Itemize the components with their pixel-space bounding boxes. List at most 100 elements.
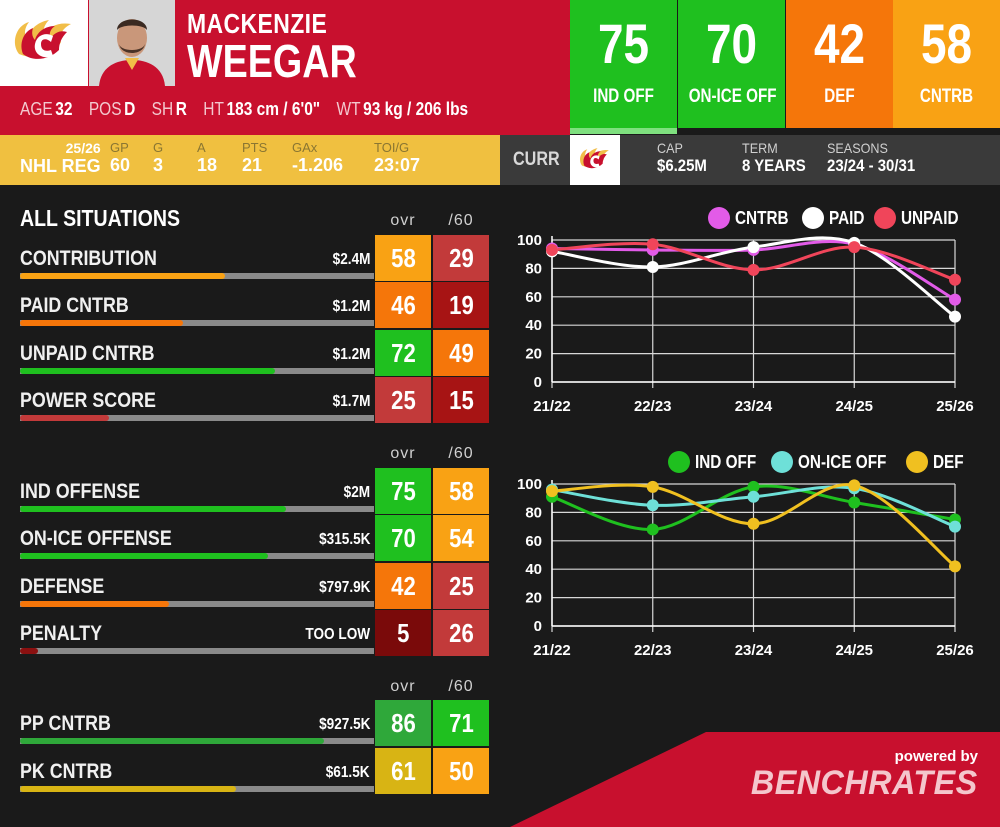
- metric-ovr-score: 75: [375, 468, 431, 514]
- metric-ovr-score: 86: [375, 700, 431, 746]
- grade-tile-ind-off: 75 IND OFF: [570, 0, 677, 128]
- metric-bar-fill: [20, 506, 286, 512]
- legend-item-on-ice-off: ON-ICE OFF: [771, 451, 896, 473]
- contract-bar: CURR CAP $6.25M TERM 8 YEARS SEASONS 23/24 …: [500, 135, 1000, 185]
- data-point-cntrb: [949, 293, 961, 306]
- stat-assists: A 18: [197, 140, 218, 176]
- stat-gp: GP 60: [110, 140, 131, 176]
- metric-row-penalty: PENALTY TOO LOW 5 26: [20, 610, 490, 657]
- metric-row-paid-cntrb: PAID CNTRB $1.2M 46 19: [20, 282, 490, 329]
- league-label: NHL REG: [20, 156, 101, 177]
- metric-row-unpaid-cntrb: UNPAID CNTRB $1.2M 72 49: [20, 330, 490, 377]
- metric-per60-score: 71: [433, 700, 489, 746]
- column-header-per60: /60: [448, 212, 474, 229]
- chart-legend: IND OFF ON-ICE OFF DEF: [668, 451, 964, 473]
- legend-item-paid: PAID: [801, 207, 865, 229]
- metric-label: PENALTY: [20, 622, 102, 645]
- legend-swatch: [801, 207, 824, 229]
- data-point-ind-off: [646, 523, 659, 536]
- y-tick-label: 40: [525, 317, 542, 334]
- metric-label: PP CNTRB: [20, 712, 111, 735]
- metric-dollar-value: $1.2M: [332, 346, 370, 363]
- player-photo: [89, 0, 175, 86]
- bio-height-key: HT: [203, 99, 224, 119]
- data-point-on-ice-off: [949, 520, 961, 533]
- x-tick-label: 21/22: [533, 642, 571, 659]
- metric-row-on-ice-offense: ON-ICE OFFENSE $315.5K 70 54: [20, 515, 490, 562]
- contract-curr-label: CURR: [513, 149, 560, 170]
- metric-ovr-score: 5: [375, 610, 431, 656]
- stat-gax: GAx -1.206: [292, 140, 344, 176]
- metric-label: PAID CNTRB: [20, 294, 129, 317]
- legend-swatch: [668, 451, 690, 473]
- metric-bar-fill: [20, 368, 275, 374]
- bio-age-key: AGE: [20, 99, 53, 119]
- x-tick-label: 22/23: [634, 398, 672, 415]
- y-tick-label: 100: [517, 232, 542, 249]
- legend-swatch: [906, 451, 928, 473]
- x-tick-label: 24/25: [835, 398, 873, 415]
- season-label: 25/26: [65, 140, 101, 156]
- metric-dollar-value: $927.5K: [318, 716, 370, 733]
- data-point-unpaid: [546, 243, 558, 256]
- metric-bar-fill: [20, 273, 226, 279]
- metric-label: UNPAID CNTRB: [20, 342, 155, 365]
- metric-bar-fill: [20, 320, 183, 326]
- metric-label: ON-ICE OFFENSE: [20, 527, 172, 550]
- data-point-ind-off: [747, 480, 760, 493]
- data-point-def: [646, 480, 659, 493]
- metric-ovr-score: 58: [375, 235, 431, 281]
- y-tick-label: 100: [517, 476, 542, 493]
- metric-ovr-score: 46: [375, 282, 431, 328]
- bio-age-value: 32: [55, 99, 73, 119]
- metric-label: CONTRIBUTION: [20, 247, 157, 270]
- player-last-name: WEEGAR: [187, 35, 357, 87]
- data-point-paid: [747, 241, 760, 254]
- column-header-ovr: ovr: [390, 445, 416, 462]
- x-tick-label: 25/26: [936, 398, 974, 415]
- metric-label: IND OFFENSE: [20, 480, 141, 503]
- contract-term: TERM 8 YEARS: [742, 140, 806, 176]
- legend-label: UNPAID: [901, 207, 959, 228]
- season-info: 25/26 NHL REG: [20, 140, 101, 178]
- metric-per60-score: 58: [433, 468, 489, 514]
- grade-underline: [893, 128, 1000, 134]
- x-tick-label: 22/23: [634, 642, 672, 659]
- flaming-c-logo-icon: [580, 148, 609, 169]
- y-tick-label: 0: [534, 618, 542, 635]
- metric-ovr-score: 61: [375, 748, 431, 794]
- bio-weight-key: WT: [336, 99, 361, 119]
- chart-legend: CNTRB PAID UNPAID: [707, 207, 963, 229]
- metric-row-defense: DEFENSE $797.9K 42 25: [20, 563, 490, 610]
- bio-weight-value: 93 kg / 206 lbs: [363, 99, 469, 119]
- data-point-def: [848, 479, 861, 492]
- bio-pos-value: D: [124, 99, 136, 119]
- team-logo: [0, 0, 88, 86]
- contract-team-logo: [570, 135, 620, 185]
- legend-item-def: DEF: [906, 451, 964, 473]
- metric-row-ind-offense: IND OFFENSE $2M 75 58: [20, 468, 490, 515]
- y-tick-label: 80: [525, 504, 542, 521]
- legend-swatch: [707, 207, 730, 229]
- legend-label: ON-ICE OFF: [798, 451, 887, 472]
- metric-dollar-value: $797.9K: [318, 579, 370, 596]
- x-tick-label: 25/26: [936, 642, 974, 659]
- metric-bar-track: [20, 553, 374, 559]
- metric-ovr-score: 72: [375, 330, 431, 376]
- metric-dollar-value: $61.5K: [326, 764, 370, 781]
- metric-dollar-value: $1.7M: [332, 393, 370, 410]
- bio-height-value: 183 cm / 6'0": [226, 99, 321, 119]
- metric-per60-score: 25: [433, 563, 489, 609]
- data-point-on-ice-off: [646, 499, 659, 512]
- contract-seasons: SEASONS 23/24 - 30/31: [827, 140, 916, 176]
- metric-per60-score: 26: [433, 610, 489, 656]
- metric-bar-track: [20, 273, 374, 279]
- metric-bar-fill: [20, 601, 169, 607]
- section-title-all-situations: ALL SITUATIONS: [20, 205, 181, 231]
- metric-dollar-value: $315.5K: [318, 531, 370, 548]
- grade-value: 75: [597, 12, 650, 75]
- data-point-def: [949, 560, 961, 573]
- legend-swatch: [771, 451, 793, 473]
- grade-value: 70: [705, 12, 758, 75]
